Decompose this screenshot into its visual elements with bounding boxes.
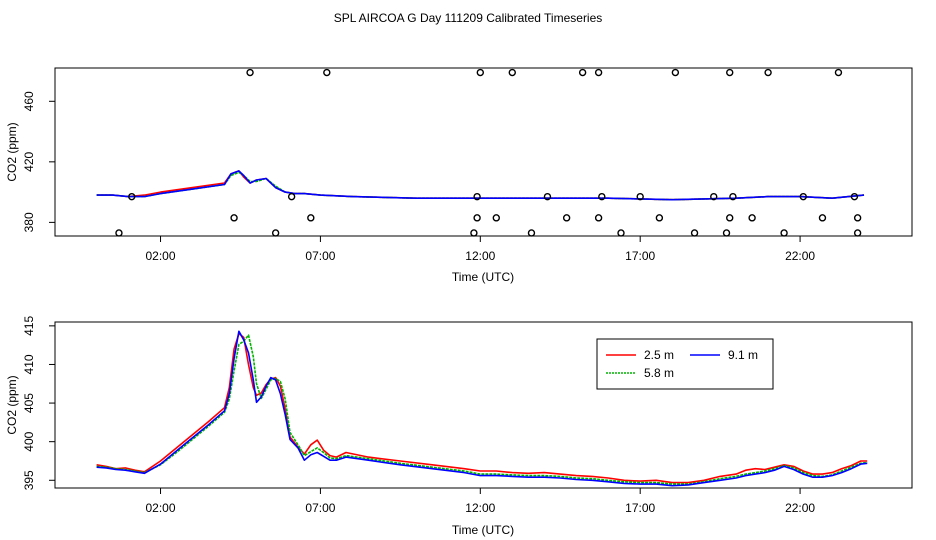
reference-point [799, 192, 807, 201]
y-axis-label-top: CO2 (ppm) [5, 122, 19, 181]
reference-point [710, 192, 718, 201]
x-axis-label-top: Time (UTC) [452, 270, 514, 284]
reference-point [850, 192, 859, 201]
legend-label-9.1m: 9.1 m [728, 348, 758, 362]
x-tick-label: 17:00 [625, 501, 655, 515]
axis-ticks-top: 02:00 07:00 12:00 17:00 22:00 380 420 460 [22, 91, 815, 263]
x-tick-label: 22:00 [785, 249, 815, 263]
reference-point [636, 192, 644, 201]
series-line-5.8m [96, 334, 868, 485]
legend-box [596, 338, 774, 390]
y-tick-label: 410 [22, 354, 36, 374]
reference-point [748, 214, 756, 222]
axis-ticks-bottom: 02:00 07:00 12:00 17:00 22:00 395 400 405 410 415 [22, 316, 815, 515]
y-tick-label: 415 [22, 316, 36, 336]
series-group-bottom [96, 330, 868, 487]
series-group-top [96, 170, 865, 201]
reference-point [115, 229, 123, 237]
reference-point [671, 68, 680, 77]
reference-point [726, 214, 734, 222]
figure-title: SPL AIRCOA G Day 111209 Calibrated Times… [334, 11, 603, 25]
reference-point [594, 214, 603, 222]
x-tick-label: 12:00 [465, 249, 495, 263]
reference-point [473, 214, 481, 222]
reference-point [617, 229, 625, 237]
reference-point [470, 229, 478, 237]
reference-point [307, 214, 315, 222]
reference-point [287, 192, 296, 201]
legend-label-5.8m: 5.8 m [644, 366, 674, 380]
reference-point [476, 68, 485, 77]
reference-point [834, 68, 843, 77]
y-axis-label-bottom: CO2 (ppm) [5, 375, 19, 434]
reference-point [508, 68, 516, 77]
reference-point [543, 192, 552, 201]
reference-point [578, 68, 587, 77]
reference-point [726, 68, 734, 77]
panel-bottom: 02:00 07:00 12:00 17:00 22:00 395 400 405 410 415… [5, 316, 913, 537]
reference-point [128, 192, 136, 201]
x-tick-label: 02:00 [146, 501, 176, 515]
y-tick-label: 405 [22, 393, 36, 413]
reference-point [271, 229, 280, 237]
y-tick-label: 460 [22, 91, 36, 111]
x-tick-label: 07:00 [305, 501, 335, 515]
y-tick-label: 395 [22, 470, 36, 490]
series-line-9.1m [96, 330, 868, 487]
reference-point [690, 229, 699, 237]
y-tick-label: 380 [22, 212, 36, 232]
reference-point [853, 214, 862, 222]
reference-point [780, 229, 788, 237]
reference-point [230, 214, 238, 222]
x-tick-label: 17:00 [625, 249, 655, 263]
plot-frame-bottom [54, 321, 913, 489]
panel-top: 02:00 07:00 12:00 17:00 22:00 380 420 460 Time … [5, 67, 913, 284]
y-tick-label: 420 [22, 152, 36, 172]
reference-point [562, 214, 571, 222]
reference-point [527, 229, 536, 237]
x-tick-label: 02:00 [146, 249, 176, 263]
reference-point [764, 68, 772, 77]
reference-point [594, 68, 603, 77]
reference-point [722, 229, 731, 237]
series-line-2.5m [96, 332, 868, 484]
plot-frame-top [54, 67, 913, 237]
reference-point [818, 214, 827, 222]
x-tick-label: 12:00 [465, 501, 495, 515]
series-line-9.1m [96, 170, 865, 201]
legend: 2.5 m 5.8 m 9.1 m [596, 338, 774, 390]
y-tick-label: 400 [22, 431, 36, 451]
reference-points-top [115, 68, 862, 237]
reference-point [323, 68, 331, 77]
reference-point [655, 214, 664, 222]
legend-label-2.5m: 2.5 m [644, 348, 674, 362]
reference-point [492, 214, 500, 222]
reference-point [729, 192, 737, 201]
reference-point [473, 192, 481, 201]
x-axis-label-bottom: Time (UTC) [452, 523, 514, 537]
x-tick-label: 22:00 [785, 501, 815, 515]
reference-point [598, 192, 606, 201]
reference-point [853, 229, 862, 237]
reference-point [246, 68, 254, 77]
x-tick-label: 07:00 [305, 249, 335, 263]
